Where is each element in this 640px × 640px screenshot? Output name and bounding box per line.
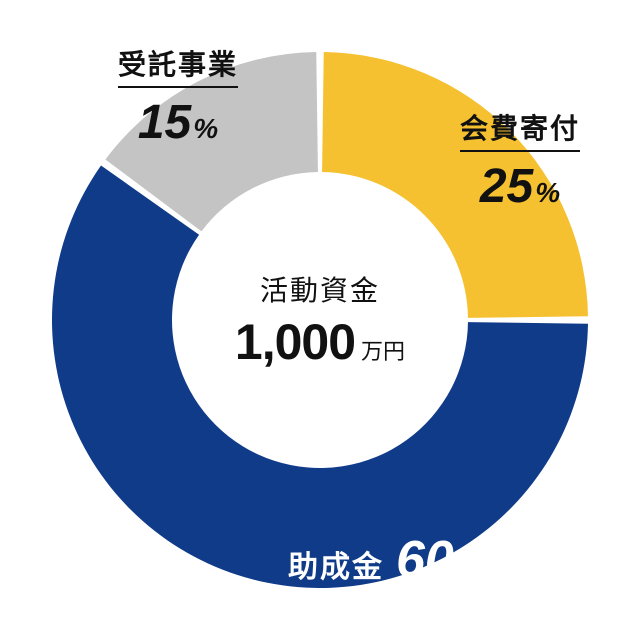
label-membership-pct: % (535, 176, 560, 210)
label-grant-pct: % (456, 551, 483, 585)
center-unit: 万円 (361, 334, 405, 366)
label-grant: 助成金 60 % (288, 530, 483, 592)
label-membership-name: 会費寄付 (460, 112, 580, 152)
label-membership-value: 25 (480, 158, 533, 216)
label-contract-pct: % (193, 112, 218, 146)
center-title: 活動資金 (235, 269, 405, 309)
label-contract-value: 15 (138, 94, 191, 152)
center-value-row: 1,000 万円 (235, 313, 405, 371)
label-contract-value-row: 15 % (118, 94, 238, 152)
label-contract-name: 受託事業 (118, 48, 238, 88)
label-grant-value: 60 (396, 530, 454, 590)
donut-chart: 活動資金 1,000 万円 会費寄付 25 % 助成金 60 % 受託事業 15… (0, 0, 640, 640)
label-grant-name: 助成金 (288, 542, 384, 592)
center-value: 1,000 (235, 313, 355, 371)
center-block: 活動資金 1,000 万円 (235, 269, 405, 371)
label-membership-value-row: 25 % (460, 158, 580, 216)
label-membership: 会費寄付 25 % (460, 112, 580, 215)
label-contract: 受託事業 15 % (118, 48, 238, 151)
